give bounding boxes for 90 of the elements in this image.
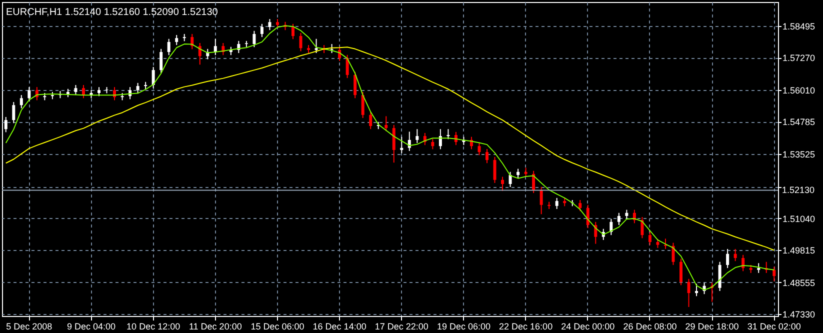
y-tick-label: 1.58495 bbox=[782, 22, 816, 32]
x-tick-label: 11 Dec 20:00 bbox=[188, 322, 242, 332]
candlestick bbox=[672, 242, 675, 266]
candlestick bbox=[136, 82, 140, 94]
candlestick bbox=[516, 168, 520, 179]
x-tick-label: 15 Dec 06:00 bbox=[250, 322, 304, 332]
candlestick bbox=[20, 94, 23, 109]
candlestick bbox=[384, 116, 388, 132]
candlestick bbox=[742, 254, 745, 272]
candlestick bbox=[501, 176, 504, 192]
y-tick-label: 1.51040 bbox=[782, 214, 816, 224]
x-tick-label: 9 Dec 04:00 bbox=[66, 322, 116, 332]
candlestick bbox=[486, 148, 488, 164]
y-tick-label: 1.57270 bbox=[782, 53, 816, 64]
candlestick bbox=[74, 84, 78, 96]
candlestick bbox=[594, 221, 598, 244]
chart-title: EURCHF,H1 1.52140 1.52160 1.52090 1.52130 bbox=[6, 7, 218, 18]
candlestick bbox=[292, 23, 294, 40]
candlestick bbox=[640, 216, 644, 239]
candlestick bbox=[478, 142, 481, 156]
candlestick bbox=[508, 171, 512, 188]
candlestick bbox=[392, 124, 396, 164]
candlestick bbox=[772, 266, 776, 282]
y-tick-label: 1.56010 bbox=[782, 86, 816, 96]
candlestick bbox=[160, 48, 163, 74]
candlestick bbox=[98, 86, 100, 97]
candlestick bbox=[198, 42, 202, 66]
candlestick bbox=[555, 197, 558, 210]
candlestick bbox=[757, 262, 760, 274]
ref-line-label: 1.52130 bbox=[782, 185, 815, 196]
x-tick-label: 17 Dec 22:00 bbox=[374, 322, 428, 332]
y-tick-label: 1.53525 bbox=[782, 150, 816, 160]
candlestick bbox=[354, 71, 357, 99]
candlestick bbox=[252, 30, 256, 48]
x-tick-label: 24 Dec 00:00 bbox=[561, 322, 615, 332]
candlestick bbox=[726, 248, 730, 269]
candlestick bbox=[268, 18, 272, 31]
candlestick bbox=[28, 86, 31, 102]
candlestick bbox=[687, 278, 690, 308]
candlestick bbox=[586, 204, 590, 229]
candlestick bbox=[167, 38, 170, 56]
line-series bbox=[5, 25, 775, 290]
candlestick bbox=[664, 238, 667, 250]
y-tick-label: 1.48555 bbox=[782, 278, 816, 288]
x-tick-label: 19 Dec 06:00 bbox=[436, 322, 490, 332]
candlestick bbox=[416, 128, 419, 144]
candlestick bbox=[578, 199, 582, 212]
x-tick-label: 29 Dec 18:00 bbox=[685, 322, 739, 332]
candlestick bbox=[12, 102, 16, 124]
candlestick bbox=[431, 138, 434, 150]
x-tick-label: 31 Dec 02:00 bbox=[747, 322, 801, 332]
candlestick bbox=[346, 54, 349, 79]
candlestick bbox=[540, 186, 543, 215]
candlestick bbox=[617, 212, 620, 226]
candlestick bbox=[493, 156, 496, 184]
candlestick bbox=[680, 258, 682, 286]
candlestick bbox=[299, 32, 302, 52]
candlestick bbox=[260, 23, 264, 38]
candlestick bbox=[330, 44, 334, 54]
candlestick bbox=[438, 128, 442, 150]
candlestick bbox=[276, 18, 279, 29]
candlestick bbox=[648, 231, 652, 246]
candlestick bbox=[361, 91, 364, 119]
candlestick bbox=[656, 238, 660, 248]
line-series bbox=[5, 46, 775, 251]
candlestick bbox=[105, 86, 108, 94]
candlestick bbox=[695, 283, 698, 297]
y-tick-label: 1.49815 bbox=[782, 245, 816, 256]
candlestick bbox=[610, 218, 613, 236]
x-tick-label: 5 Dec 2008 bbox=[6, 322, 52, 332]
candlestick bbox=[82, 84, 85, 99]
y-tick-label: 1.54785 bbox=[782, 117, 816, 128]
candlestick bbox=[718, 261, 722, 292]
candlestick bbox=[214, 38, 217, 56]
candlestick bbox=[734, 248, 737, 262]
candlestick bbox=[532, 170, 536, 194]
candlestick bbox=[190, 33, 194, 50]
x-tick-label: 10 Dec 12:00 bbox=[126, 322, 180, 332]
x-tick-label: 26 Dec 08:00 bbox=[623, 322, 677, 332]
candlestick bbox=[524, 167, 528, 178]
x-tick-label: 16 Dec 14:00 bbox=[312, 322, 366, 332]
candlestick bbox=[369, 111, 372, 130]
candlestick bbox=[446, 128, 450, 140]
candlestick bbox=[152, 66, 155, 89]
x-tick-label: 22 Dec 16:00 bbox=[499, 322, 553, 332]
candlestick bbox=[625, 209, 628, 220]
y-tick-label: 1.47330 bbox=[782, 309, 816, 320]
candlestick bbox=[400, 136, 404, 154]
candlestick bbox=[314, 38, 318, 54]
candlestick bbox=[175, 34, 178, 46]
